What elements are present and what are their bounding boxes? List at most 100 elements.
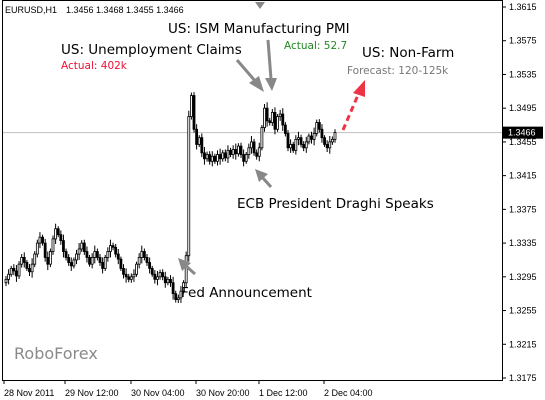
candle-body <box>223 152 227 159</box>
candle-body <box>265 107 269 122</box>
candle-body <box>54 228 58 240</box>
candle-body <box>109 245 112 252</box>
candle-body <box>59 234 63 241</box>
candle-body <box>297 137 300 140</box>
candle-body <box>229 149 232 155</box>
candle-body <box>67 257 71 263</box>
candle-body <box>244 154 248 162</box>
annotation-unemployment-title: US: Unemployment Claims <box>61 42 242 58</box>
candle-body <box>304 141 308 149</box>
candle-body <box>75 253 78 261</box>
watermark: RoboForex <box>14 344 98 363</box>
candle-body <box>51 238 55 252</box>
current-price-box <box>503 126 543 139</box>
y-tick-label: 1.3455 <box>509 137 537 147</box>
y-tick-label: 1.3495 <box>509 103 537 113</box>
candle-body <box>273 111 277 130</box>
candle-body <box>315 122 319 134</box>
candle-body <box>218 154 222 160</box>
candle-body <box>182 282 185 292</box>
candle-body <box>330 138 334 143</box>
y-tick-label: 1.3295 <box>509 272 537 282</box>
y-tick-label: 1.3535 <box>509 69 537 79</box>
y-axis: 1.3615 1.3575 1.3535 1.3495 1.3455 1.3415 1.33… <box>502 2 537 383</box>
current-price-label: 1.3466 <box>508 128 536 138</box>
candle-body <box>333 132 337 140</box>
candle-body <box>98 257 102 263</box>
annotation-unemployment-detail: Actual: 402k <box>61 60 128 72</box>
candle-body <box>111 245 115 248</box>
y-tick-label: 1.3375 <box>509 204 537 214</box>
arrow-ism <box>265 39 277 91</box>
candle-body <box>82 242 86 252</box>
candles <box>4 92 337 303</box>
candle-body <box>33 253 37 265</box>
candle-body <box>195 128 199 145</box>
y-tick-label: 1.3575 <box>509 36 537 46</box>
candle-body <box>281 113 285 126</box>
candle-body <box>64 251 68 258</box>
x-tick-label: 30 Nov 04:00 <box>131 388 185 398</box>
candle-body <box>140 251 144 258</box>
candle-body <box>43 242 47 258</box>
candle-body <box>310 135 313 140</box>
candle-body <box>242 154 246 162</box>
candle-body <box>25 262 29 269</box>
candle-body <box>171 282 175 295</box>
candle-body <box>161 272 165 278</box>
candle-body <box>95 251 99 258</box>
candle-body <box>174 293 178 300</box>
plot-frame <box>2 0 503 381</box>
candle-body <box>205 154 209 160</box>
annotation-fed-title: Fed Announcement <box>181 285 312 301</box>
candle-body <box>255 152 259 157</box>
candle-body <box>231 149 235 155</box>
candle-body <box>124 273 128 278</box>
candle-body <box>289 144 293 149</box>
candle-body <box>278 113 282 118</box>
candle-body <box>77 248 81 255</box>
candle-body <box>17 263 21 277</box>
arrow-unemployment <box>235 59 264 92</box>
candle-body <box>283 124 287 134</box>
candle-body <box>41 236 44 244</box>
candle-body <box>213 155 217 162</box>
candle-body <box>325 144 329 149</box>
candle-body <box>307 135 311 143</box>
y-tick-label: 1.3335 <box>509 238 537 248</box>
candle-body <box>291 144 295 151</box>
candle-body <box>236 145 240 155</box>
candle-body <box>320 128 324 139</box>
candle-body <box>268 120 272 123</box>
candle-body <box>257 147 261 157</box>
candle-body <box>270 111 274 123</box>
candle-body <box>69 262 73 267</box>
candle-body <box>299 137 303 145</box>
candle-body <box>114 246 118 255</box>
candle-body <box>48 251 52 265</box>
candle-body <box>106 251 110 258</box>
candle-body <box>15 270 18 277</box>
candle-body <box>7 273 11 280</box>
candle-body <box>208 154 212 162</box>
candle-body <box>103 257 107 269</box>
candle-body <box>88 257 91 265</box>
candle-body <box>226 149 230 159</box>
y-tick-label: 1.3215 <box>509 339 537 349</box>
candle-body <box>200 137 204 154</box>
candle-body <box>122 267 125 275</box>
candle-body <box>116 253 120 260</box>
candle-body <box>129 276 133 280</box>
symbol-label: EURUSD,H1 <box>5 5 57 15</box>
candle-body <box>210 155 214 162</box>
x-tick-label: 28 Nov 2011 <box>4 388 54 398</box>
candle-body <box>85 251 89 258</box>
candle-body <box>250 141 253 149</box>
candle-body <box>28 267 31 273</box>
candle-body <box>158 272 162 278</box>
candle-body <box>46 257 50 265</box>
ohlc-values: 1.3456 1.3468 1.3455 1.3466 <box>66 5 184 15</box>
period-marker <box>255 2 265 9</box>
